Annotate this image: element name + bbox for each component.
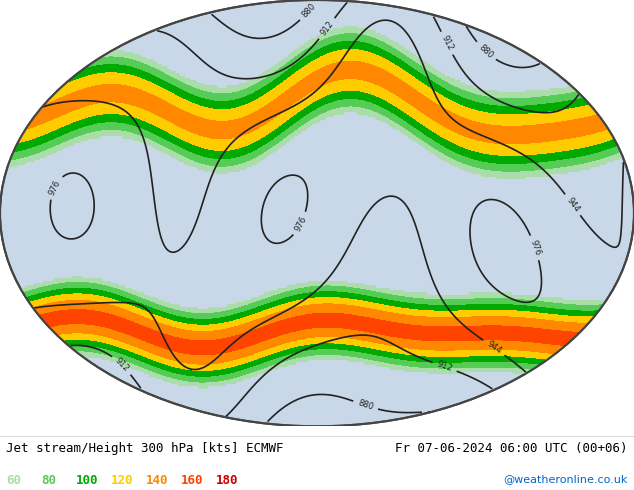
Text: Jet stream/Height 300 hPa [kts] ECMWF: Jet stream/Height 300 hPa [kts] ECMWF <box>6 442 284 455</box>
Text: 976: 976 <box>293 215 308 233</box>
Text: 912: 912 <box>319 20 335 38</box>
Text: 912: 912 <box>436 360 453 374</box>
Text: 976: 976 <box>528 239 542 257</box>
Text: 880: 880 <box>356 398 375 412</box>
Text: 976: 976 <box>47 178 62 196</box>
Point <box>312 209 322 217</box>
Text: Fr 07-06-2024 06:00 UTC (00+06): Fr 07-06-2024 06:00 UTC (00+06) <box>395 442 628 455</box>
Text: 80: 80 <box>41 474 56 487</box>
Text: 120: 120 <box>111 474 133 487</box>
Text: 180: 180 <box>216 474 238 487</box>
Text: 100: 100 <box>76 474 98 487</box>
Text: 944: 944 <box>564 196 581 214</box>
Text: 944: 944 <box>485 340 503 356</box>
Text: 140: 140 <box>146 474 168 487</box>
Text: 880: 880 <box>301 1 318 20</box>
Point <box>312 209 322 217</box>
Point <box>312 209 322 217</box>
Text: 60: 60 <box>6 474 22 487</box>
Point <box>312 209 322 217</box>
Text: @weatheronline.co.uk: @weatheronline.co.uk <box>503 474 628 484</box>
Text: 160: 160 <box>181 474 203 487</box>
Text: 880: 880 <box>477 43 495 60</box>
Point <box>312 209 322 217</box>
Point <box>312 209 322 217</box>
Ellipse shape <box>0 0 634 426</box>
Text: 912: 912 <box>113 356 131 374</box>
Point <box>312 209 322 217</box>
Point <box>312 209 322 217</box>
Text: 912: 912 <box>439 34 455 52</box>
